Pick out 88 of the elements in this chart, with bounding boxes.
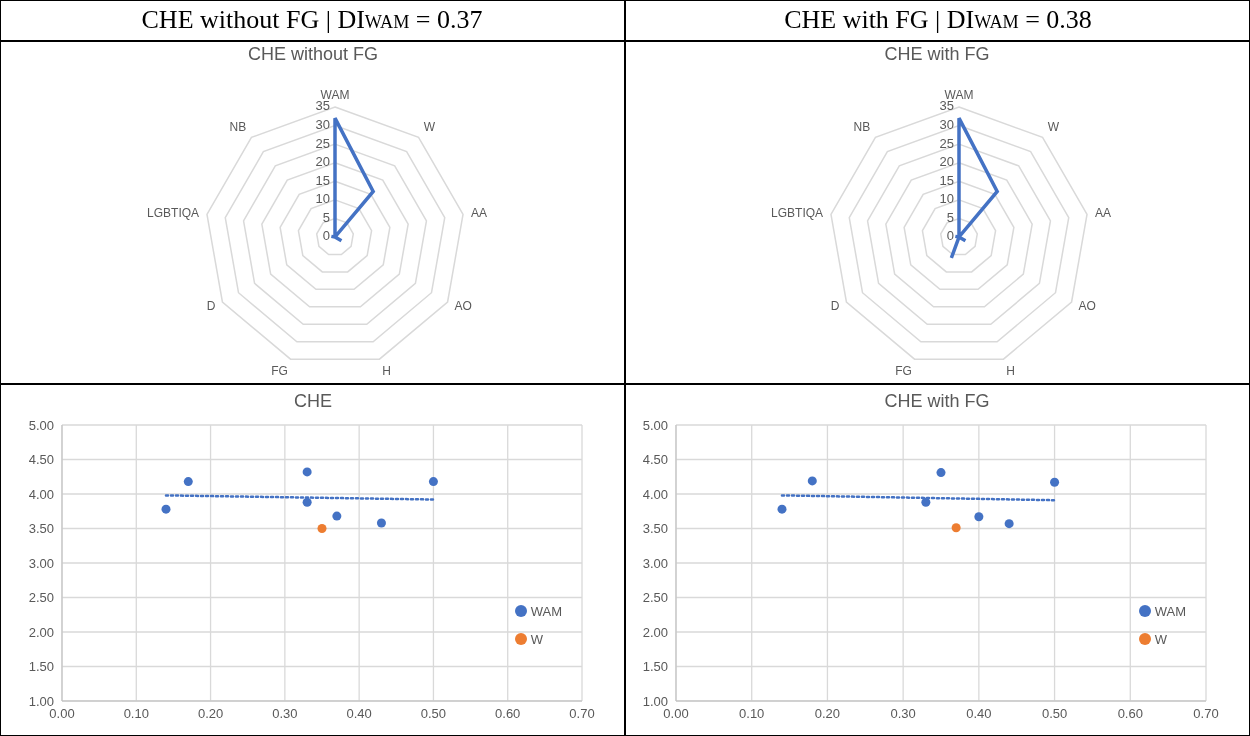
y-tick-label: 20: [939, 154, 954, 170]
y-tick-label: 25: [315, 135, 330, 151]
y-tick-label: 5: [946, 209, 954, 225]
y-tick-label: 30: [939, 117, 954, 133]
point: [428, 477, 438, 487]
spoke-label: H: [382, 364, 391, 379]
y-tick-label: 4.00: [642, 486, 668, 502]
y-tick-label: 3.50: [28, 521, 54, 537]
y-tick-label: 2.50: [28, 590, 54, 606]
y-tick-label: 1.50: [642, 659, 668, 675]
point: [376, 518, 386, 528]
point: [332, 511, 342, 521]
y-tick-label: 1.50: [28, 659, 54, 675]
y-tick-label: 4.00: [28, 486, 54, 502]
point: [302, 497, 312, 507]
x-tick-label: 0.40: [346, 706, 372, 722]
x-tick-label: 0.00: [663, 706, 689, 722]
y-tick-label: 3.00: [642, 555, 668, 571]
spoke-label: AO: [454, 299, 472, 314]
y-tick-label: 2.50: [642, 590, 668, 606]
x-tick-label: 0.30: [272, 706, 298, 722]
x-tick-label: 0.60: [1117, 706, 1143, 722]
legend-label: WAM: [1154, 603, 1186, 619]
y-tick-label: 15: [939, 172, 954, 188]
y-tick-label: 5: [322, 209, 330, 225]
point: [1004, 519, 1014, 529]
y-tick-label: 1.00: [642, 693, 668, 709]
spoke-label: H: [1006, 364, 1015, 379]
x-tick-label: 0.60: [495, 706, 521, 722]
y-tick-label: 2.00: [28, 624, 54, 640]
x-tick-label: 0.50: [420, 706, 447, 722]
legend-label: WAM: [530, 603, 562, 619]
y-tick-label: 10: [315, 191, 330, 207]
x-tick-label: 0.20: [814, 706, 841, 722]
y-tick-label: 20: [315, 154, 330, 170]
spoke-label: LGBTIQA: [147, 206, 200, 221]
x-tick-label: 0.10: [123, 706, 149, 722]
y-tick-label: 30: [315, 117, 330, 133]
legend-label: W: [530, 631, 543, 647]
x-tick-label: 0.40: [966, 706, 992, 722]
y-tick-label: 0: [322, 228, 330, 244]
x-tick-label: 0.30: [890, 706, 916, 722]
y-tick-label: 4.50: [642, 452, 668, 468]
spoke-label: AA: [470, 206, 487, 221]
spoke-label: D: [830, 299, 840, 314]
y-tick-label: 5.00: [642, 417, 668, 433]
spoke-label: AO: [1078, 299, 1096, 314]
chart-title: CHE: [293, 391, 333, 413]
y-tick-label: 3.00: [28, 555, 54, 571]
y-tick-label: 0: [946, 228, 954, 244]
spoke-label: D: [206, 299, 216, 314]
legend-label: W: [1154, 631, 1167, 647]
spoke-label: W: [1047, 120, 1060, 135]
y-tick-label: 3.50: [642, 521, 668, 537]
point: [807, 476, 817, 486]
y-tick-label: 2.00: [642, 624, 668, 640]
x-tick-label: 0.70: [569, 706, 595, 722]
point: [1050, 477, 1060, 487]
spoke-label: FG: [271, 364, 288, 379]
point: [183, 477, 193, 487]
x-tick-label: 0.50: [1041, 706, 1068, 722]
point: [777, 504, 787, 514]
spoke-label: LGBTIQA: [771, 206, 824, 221]
chart-title: CHE with FG: [883, 391, 991, 413]
y-tick-label: 10: [939, 191, 954, 207]
y-tick-label: 5.00: [28, 417, 54, 433]
y-tick-label: 15: [315, 172, 330, 188]
point: [317, 523, 327, 534]
point: [951, 523, 961, 533]
y-tick-label: 25: [939, 135, 954, 151]
spoke-label: AA: [1094, 206, 1111, 221]
y-tick-label: 4.50: [28, 452, 54, 468]
point: [974, 512, 984, 522]
chart-subtitle: CHE with FG: [883, 44, 991, 66]
x-tick-label: 0.70: [1193, 706, 1219, 722]
chart-subtitle: CHE without FG: [246, 44, 379, 66]
spoke-label: NB: [853, 120, 871, 135]
point: [302, 467, 312, 477]
x-tick-label: 0.20: [197, 706, 224, 722]
spoke-label: NB: [229, 120, 247, 135]
spoke-label: FG: [895, 364, 912, 379]
point: [161, 504, 171, 514]
point: [936, 468, 946, 478]
spoke-label: W: [423, 120, 436, 135]
x-tick-label: 0.10: [739, 706, 765, 722]
y-tick-label: 1.00: [28, 693, 54, 709]
point: [921, 497, 931, 507]
x-tick-label: 0.00: [49, 706, 75, 722]
